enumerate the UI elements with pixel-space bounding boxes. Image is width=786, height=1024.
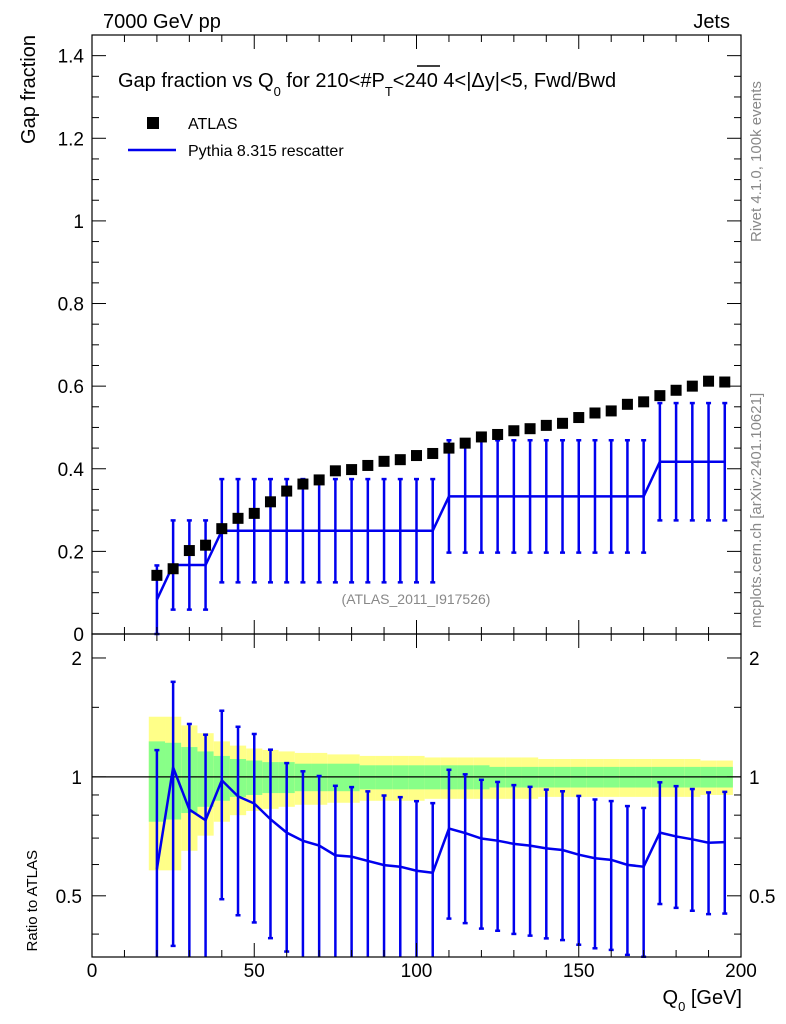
atlas-data-point	[329, 465, 341, 477]
main-plot-panel: 0 0.2 0.4 0.6 0.8 1 1.2 1.4	[58, 34, 742, 646]
atlas-data-point	[459, 437, 471, 449]
atlas-data-point	[232, 512, 244, 524]
ratio-tick-label-right: 2	[749, 649, 760, 670]
ratio-axis-label: Ratio to ATLAS	[24, 850, 41, 951]
atlas-data-point	[524, 423, 536, 435]
header-right-label: Jets	[693, 11, 730, 33]
atlas-data-point	[654, 390, 666, 402]
atlas-data-point	[264, 496, 276, 508]
atlas-data-point	[313, 474, 325, 486]
y-tick-label: 1	[73, 212, 84, 233]
atlas-data-point	[557, 417, 569, 429]
rivet-label: Rivet 4.1.0, 100k events	[748, 81, 765, 242]
atlas-data-point	[362, 459, 374, 471]
atlas-data-point	[605, 405, 617, 417]
x-tick-label: 150	[563, 961, 595, 982]
ratio-tick-label: 0.5	[56, 887, 82, 908]
atlas-data-point	[183, 545, 195, 557]
ratio-tick-label-right: 1	[749, 768, 760, 789]
ratio-plot-panel: 0 50 100 150 200 0.5 0.5 1 1 2 2	[56, 633, 775, 982]
x-tick-label: 0	[87, 961, 98, 982]
atlas-data-point	[475, 431, 487, 443]
atlas-data-point	[378, 455, 390, 467]
atlas-data-point	[394, 454, 406, 466]
atlas-data-point	[151, 569, 163, 581]
atlas-data-point	[411, 450, 422, 462]
atlas-data-point	[589, 407, 601, 419]
ratio-tick-label-right: 0.5	[749, 887, 775, 908]
atlas-data-point	[621, 398, 633, 410]
atlas-data-point	[167, 563, 179, 575]
x-axis-label: Q0 [GeV]	[663, 987, 743, 1014]
x-tick-label: 100	[401, 961, 433, 982]
atlas-data-point	[686, 380, 698, 392]
legend-data-marker	[147, 117, 159, 129]
y-tick-label: 1.2	[58, 129, 84, 150]
legend-mc-label: Pythia 8.315 rescatter	[188, 143, 344, 160]
y-axis-label: Gap fraction	[18, 35, 40, 144]
chart-title: Gap fraction vs Q0 for 210<#PT<240 4<|Δy…	[118, 70, 616, 99]
ratio-tick-label: 2	[71, 649, 82, 670]
atlas-data-point	[346, 464, 358, 476]
y-tick-label: 1.4	[58, 47, 85, 68]
atlas-data-point	[200, 539, 212, 551]
mc-line	[155, 460, 725, 601]
mcplots-label: mcplots.cern.ch [arXiv:2401.10621]	[748, 393, 765, 628]
atlas-data-point	[540, 419, 552, 431]
atlas-data-point	[216, 523, 228, 535]
y-tick-label: 0.4	[58, 460, 85, 481]
atlas-data-point	[297, 478, 309, 490]
header-left-label: 7000 GeV pp	[103, 11, 221, 33]
legend-data-label: ATLAS	[188, 116, 238, 133]
x-tick-label: 50	[244, 961, 265, 982]
y-tick-label: 0.8	[58, 295, 84, 316]
atlas-data-point	[573, 412, 585, 424]
atlas-data-point	[719, 376, 731, 388]
y-tick-label: 0.2	[58, 542, 84, 563]
ratio-tick-label: 1	[71, 768, 82, 789]
y-tick-label: 0.6	[58, 377, 84, 398]
atlas-data-point	[638, 396, 650, 408]
atlas-data-point	[248, 507, 260, 519]
atlas-data-point	[427, 447, 439, 459]
y-tick-label: 0	[73, 625, 84, 646]
atlas-data-point	[492, 428, 504, 440]
atlas-data-point	[443, 442, 455, 454]
x-tick-label: 200	[725, 961, 757, 982]
atlas-data-point	[670, 384, 682, 396]
atlas-data-point	[281, 485, 293, 497]
atlas-data-point	[508, 425, 520, 437]
analysis-id-label: (ATLAS_2011_I917526)	[342, 591, 491, 607]
ratio-mc-line	[155, 762, 725, 875]
atlas-data-point	[703, 375, 715, 387]
